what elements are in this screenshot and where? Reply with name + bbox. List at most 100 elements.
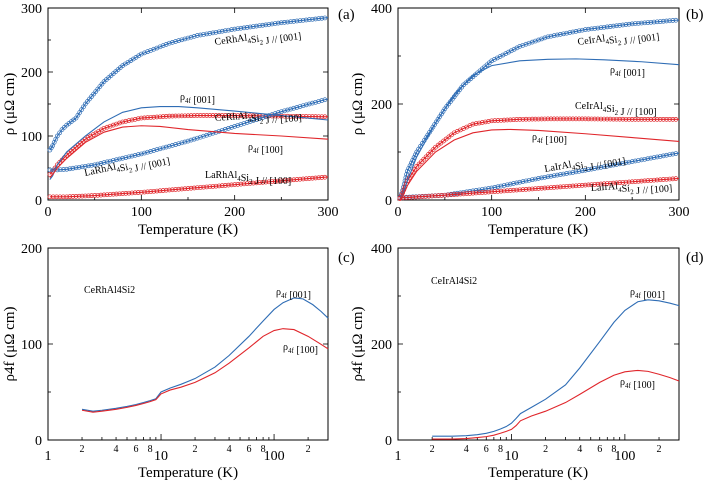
data-point [595, 25, 601, 31]
data-point [620, 22, 626, 28]
data-point [617, 161, 623, 167]
data-point [489, 189, 495, 195]
y-tick-label: 400 [371, 2, 392, 17]
x-minor-tick-label: 2 [430, 444, 435, 455]
data-point [458, 191, 463, 197]
data-point [185, 186, 191, 191]
panel-a: 0 100 200 300 0 100 200 300 CeRhAl4Si2 J // [00… [2, 2, 355, 238]
data-point [182, 36, 188, 42]
data-point [54, 162, 60, 168]
data-point [185, 35, 191, 41]
data-point [316, 99, 322, 104]
panel-c-label: (c) [338, 250, 355, 266]
data-point [661, 18, 666, 24]
panel-b-xlabel: Temperature (K) [488, 222, 588, 238]
data-point [303, 17, 309, 23]
data-point [498, 117, 504, 123]
panel-b: 0 200 400 0 100 200 300 CeIrAl4Si2 J // [001] C… [350, 2, 704, 238]
data-point [222, 113, 228, 118]
data-point [567, 183, 573, 189]
x-minor-tick-label: 4 [577, 444, 582, 455]
data-point [194, 33, 200, 38]
data-point [173, 113, 178, 119]
data-point [272, 21, 278, 26]
x-minor-tick-label: 4 [227, 444, 232, 455]
x-minor-tick-label: 6 [484, 444, 489, 455]
data-point [673, 176, 679, 181]
data-point [576, 168, 582, 174]
data-point [201, 133, 206, 139]
data-point [110, 158, 116, 163]
data-point [561, 31, 566, 37]
data-point [564, 184, 569, 189]
data-point [589, 26, 594, 32]
data-point [176, 38, 182, 43]
data-point [498, 188, 504, 194]
data-point [573, 116, 579, 122]
data-point [548, 185, 554, 190]
data-point [451, 192, 457, 197]
data-point [70, 194, 76, 199]
data-point [570, 170, 576, 175]
data-point [526, 116, 532, 122]
data-point [244, 120, 250, 125]
data-point [539, 185, 544, 191]
data-point [173, 142, 178, 147]
data-point [297, 176, 303, 182]
data-point [645, 156, 651, 162]
series-annotation: ρ4f [100] [532, 132, 567, 146]
data-point [306, 17, 312, 22]
series-line [399, 128, 680, 200]
data-point [607, 24, 613, 29]
data-point [182, 139, 188, 145]
data-point [406, 166, 412, 171]
data-point [160, 188, 166, 193]
data-point [282, 178, 287, 183]
data-point [586, 116, 591, 122]
series-line [399, 58, 680, 200]
data-point [626, 21, 632, 27]
data-point [604, 163, 610, 169]
x-tick-label: 10 [154, 449, 168, 464]
data-point [570, 116, 576, 122]
data-point [558, 172, 563, 177]
data-point [179, 37, 185, 43]
data-point [123, 191, 129, 196]
data-point [201, 184, 206, 190]
data-point [551, 185, 557, 190]
data-point [142, 50, 147, 56]
data-point [483, 186, 488, 192]
x-tick-label: 100 [264, 449, 285, 464]
x-minor-tick-label: 2 [80, 444, 85, 455]
data-point [654, 154, 660, 160]
data-point [57, 194, 63, 200]
data-point [673, 151, 679, 156]
data-point [154, 45, 160, 51]
data-point [486, 186, 491, 191]
data-point [322, 114, 328, 120]
data-point [303, 176, 309, 182]
data-point [110, 122, 116, 128]
data-point [514, 187, 519, 193]
data-point [70, 165, 76, 171]
data-point [191, 185, 197, 191]
panel-c-ylabel: ρ4f (μΩ cm) [2, 307, 18, 382]
data-point [520, 116, 526, 122]
panel-a-ylabel: ρ (μΩ cm) [2, 73, 18, 136]
data-point [198, 32, 203, 38]
data-point [64, 194, 70, 200]
data-point [263, 179, 269, 185]
data-point [297, 114, 303, 119]
data-point [564, 116, 569, 122]
data-point [629, 179, 635, 185]
data-point [170, 187, 175, 193]
data-point [429, 193, 435, 199]
data-point [561, 184, 566, 190]
x-tick-label: 10 [504, 449, 518, 464]
data-point [241, 25, 247, 31]
data-point [216, 183, 222, 189]
data-point [632, 158, 638, 164]
data-point [126, 190, 132, 196]
